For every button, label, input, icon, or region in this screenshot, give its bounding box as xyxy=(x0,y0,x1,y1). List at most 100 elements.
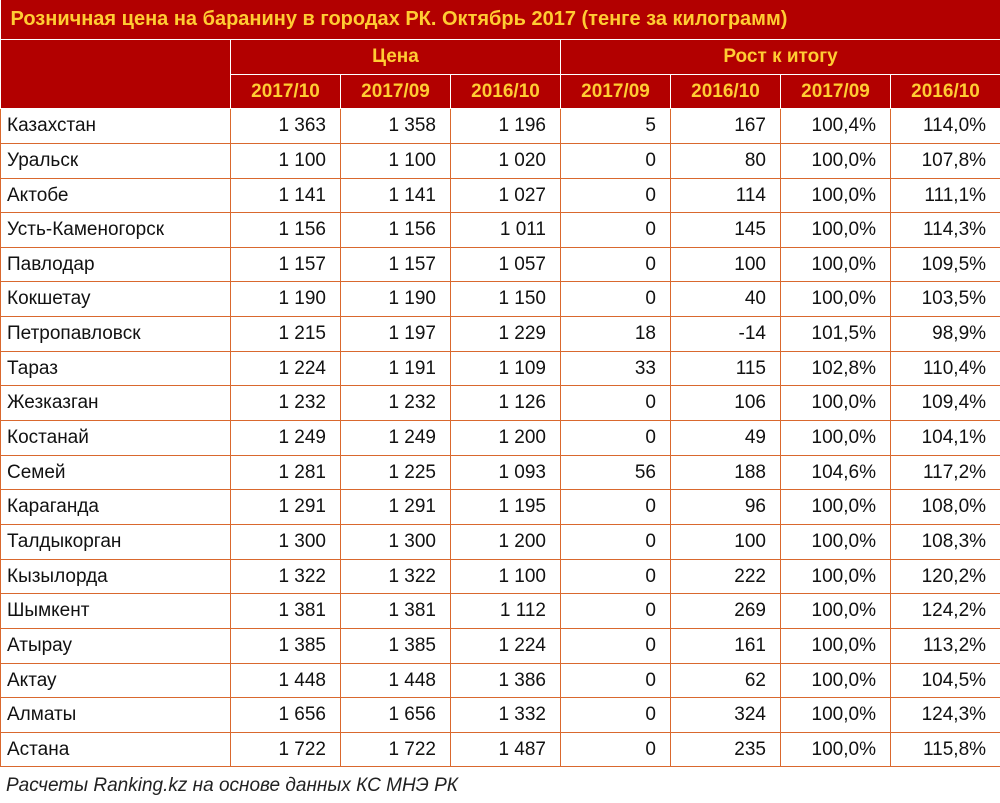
cell-2017-10: 1 215 xyxy=(231,317,341,352)
cell-2016-10: 1 100 xyxy=(451,559,561,594)
col-2017-09: 2017/09 xyxy=(341,74,451,109)
cell-2017-09: 1 197 xyxy=(341,317,451,352)
cell-pct-2017-09: 100,4% xyxy=(781,109,891,144)
cell-pct-2017-09: 100,0% xyxy=(781,490,891,525)
cell-pct-2017-09: 101,5% xyxy=(781,317,891,352)
cell-city: Казахстан xyxy=(1,109,231,144)
cell-2017-10: 1 385 xyxy=(231,628,341,663)
cell-pct-2017-09: 100,0% xyxy=(781,143,891,178)
col-diff-2017-09: 2017/09 xyxy=(561,74,671,109)
cell-2017-09: 1 157 xyxy=(341,247,451,282)
cell-diff-2016-10: 114 xyxy=(671,178,781,213)
cell-2017-09: 1 291 xyxy=(341,490,451,525)
cell-2017-10: 1 300 xyxy=(231,524,341,559)
cell-2017-09: 1 225 xyxy=(341,455,451,490)
cell-pct-2017-09: 100,0% xyxy=(781,559,891,594)
cell-2017-09: 1 141 xyxy=(341,178,451,213)
cell-diff-2017-09: 18 xyxy=(561,317,671,352)
cell-diff-2016-10: 324 xyxy=(671,698,781,733)
cell-2017-10: 1 157 xyxy=(231,247,341,282)
cell-2016-10: 1 020 xyxy=(451,143,561,178)
cell-pct-2016-10: 117,2% xyxy=(891,455,1000,490)
cell-city: Костанай xyxy=(1,421,231,456)
cell-diff-2017-09: 0 xyxy=(561,178,671,213)
cell-pct-2017-09: 100,0% xyxy=(781,282,891,317)
cell-2016-10: 1 229 xyxy=(451,317,561,352)
cell-pct-2017-09: 100,0% xyxy=(781,628,891,663)
cell-pct-2017-09: 100,0% xyxy=(781,732,891,767)
cell-2017-10: 1 448 xyxy=(231,663,341,698)
cell-2017-10: 1 156 xyxy=(231,213,341,248)
cell-diff-2016-10: 62 xyxy=(671,663,781,698)
cell-pct-2017-09: 100,0% xyxy=(781,663,891,698)
cell-diff-2016-10: 115 xyxy=(671,351,781,386)
cell-pct-2017-09: 102,8% xyxy=(781,351,891,386)
cell-pct-2016-10: 109,5% xyxy=(891,247,1000,282)
cell-pct-2017-09: 100,0% xyxy=(781,594,891,629)
cell-city: Кокшетау xyxy=(1,282,231,317)
table-row: Жезказган1 2321 2321 1260106100,0%109,4% xyxy=(1,386,1000,421)
cell-city: Астана xyxy=(1,732,231,767)
cell-diff-2016-10: 167 xyxy=(671,109,781,144)
cell-2016-10: 1 126 xyxy=(451,386,561,421)
cell-2017-09: 1 191 xyxy=(341,351,451,386)
col-diff-2016-10: 2016/10 xyxy=(671,74,781,109)
cell-diff-2016-10: 188 xyxy=(671,455,781,490)
cell-2017-09: 1 190 xyxy=(341,282,451,317)
table-row: Костанай1 2491 2491 200049100,0%104,1% xyxy=(1,421,1000,456)
cell-diff-2017-09: 0 xyxy=(561,213,671,248)
cell-2017-10: 1 381 xyxy=(231,594,341,629)
table-footer: Расчеты Ranking.kz на основе данных КС М… xyxy=(0,767,1000,803)
cell-pct-2017-09: 100,0% xyxy=(781,386,891,421)
cell-2017-10: 1 722 xyxy=(231,732,341,767)
cell-2016-10: 1 196 xyxy=(451,109,561,144)
cell-pct-2016-10: 124,3% xyxy=(891,698,1000,733)
cell-city: Актау xyxy=(1,663,231,698)
table-row: Астана1 7221 7221 4870235100,0%115,8% xyxy=(1,732,1000,767)
cell-diff-2016-10: 80 xyxy=(671,143,781,178)
cell-2017-10: 1 232 xyxy=(231,386,341,421)
cell-city: Павлодар xyxy=(1,247,231,282)
cell-2017-10: 1 224 xyxy=(231,351,341,386)
cell-city: Семей xyxy=(1,455,231,490)
cell-pct-2016-10: 111,1% xyxy=(891,178,1000,213)
cell-2017-10: 1 190 xyxy=(231,282,341,317)
cell-diff-2016-10: 49 xyxy=(671,421,781,456)
cell-diff-2017-09: 0 xyxy=(561,421,671,456)
cell-diff-2016-10: 269 xyxy=(671,594,781,629)
cell-city: Атырау xyxy=(1,628,231,663)
cell-diff-2017-09: 0 xyxy=(561,490,671,525)
cell-2017-09: 1 448 xyxy=(341,663,451,698)
table-row: Семей1 2811 2251 09356188104,6%117,2% xyxy=(1,455,1000,490)
cell-2016-10: 1 027 xyxy=(451,178,561,213)
header-growth-group: Рост к итогу xyxy=(561,40,1000,75)
cell-diff-2017-09: 0 xyxy=(561,282,671,317)
cell-pct-2017-09: 100,0% xyxy=(781,421,891,456)
cell-diff-2017-09: 0 xyxy=(561,386,671,421)
cell-diff-2016-10: 106 xyxy=(671,386,781,421)
cell-2016-10: 1 386 xyxy=(451,663,561,698)
cell-pct-2017-09: 100,0% xyxy=(781,524,891,559)
cell-diff-2017-09: 33 xyxy=(561,351,671,386)
col-pct-2016-10: 2016/10 xyxy=(891,74,1000,109)
cell-pct-2016-10: 120,2% xyxy=(891,559,1000,594)
header-city xyxy=(1,40,231,109)
cell-2017-09: 1 322 xyxy=(341,559,451,594)
cell-2016-10: 1 332 xyxy=(451,698,561,733)
cell-2017-10: 1 249 xyxy=(231,421,341,456)
header-price-group: Цена xyxy=(231,40,561,75)
table-row: Усть-Каменогорск1 1561 1561 0110145100,0… xyxy=(1,213,1000,248)
col-pct-2017-09: 2017/09 xyxy=(781,74,891,109)
cell-2016-10: 1 224 xyxy=(451,628,561,663)
table-row: Кызылорда1 3221 3221 1000222100,0%120,2% xyxy=(1,559,1000,594)
cell-2017-09: 1 385 xyxy=(341,628,451,663)
table-row: Талдыкорган1 3001 3001 2000100100,0%108,… xyxy=(1,524,1000,559)
table-row: Петропавловск1 2151 1971 22918-14101,5%9… xyxy=(1,317,1000,352)
cell-diff-2017-09: 56 xyxy=(561,455,671,490)
table-row: Павлодар1 1571 1571 0570100100,0%109,5% xyxy=(1,247,1000,282)
cell-pct-2017-09: 100,0% xyxy=(781,247,891,282)
cell-diff-2016-10: 145 xyxy=(671,213,781,248)
cell-pct-2016-10: 124,2% xyxy=(891,594,1000,629)
cell-diff-2017-09: 0 xyxy=(561,247,671,282)
price-table-container: Розничная цена на баранину в городах РК.… xyxy=(0,0,1000,803)
